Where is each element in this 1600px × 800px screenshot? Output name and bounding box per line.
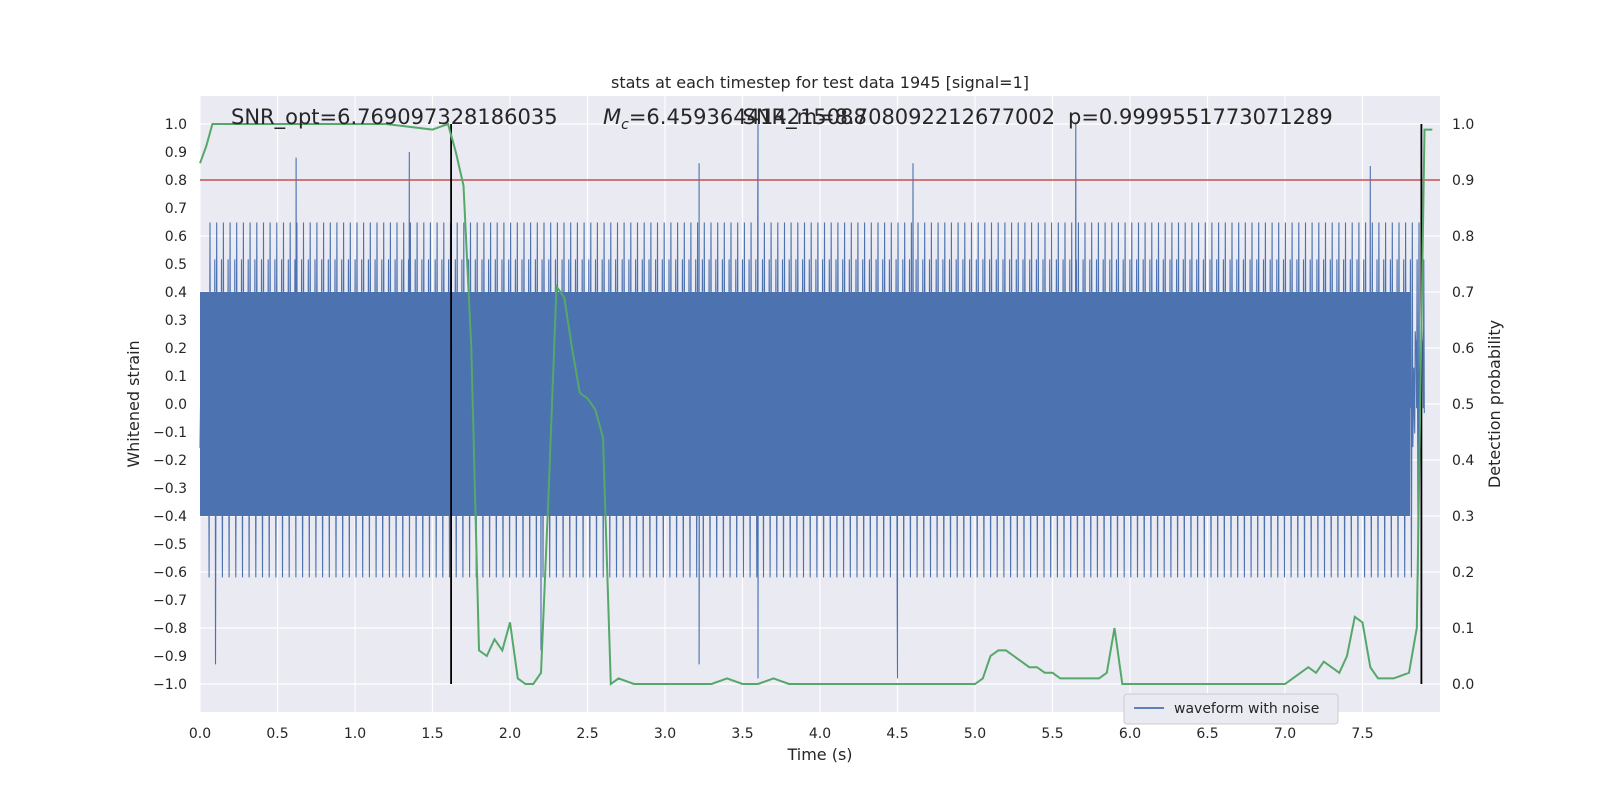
y-axis-left-ticks: 1.0 0.9 0.8 0.7 0.6 0.5 0.4 0.3 0.2 0.1 0.0 −0.1 −0.… <box>153 117 187 693</box>
x-tick-label: 3.0 <box>654 726 676 742</box>
x-tick-label: 1.5 <box>421 726 443 742</box>
y-tick-label-right: 1.0 <box>1452 117 1474 133</box>
chart-title: stats at each timestep for test data 194… <box>611 73 1029 92</box>
y-tick-label-left: 0.5 <box>165 257 187 273</box>
y-axis-right-ticks: 1.0 0.9 0.8 0.7 0.6 0.5 0.4 0.3 0.2 0.1 0.0 <box>1452 117 1474 693</box>
y-tick-label-left: −0.3 <box>153 481 187 497</box>
annotation-text: SNR_opt=6.769097328186035 <box>231 105 558 130</box>
annotation-text: SNR_m=8.708092212677002 <box>743 105 1056 130</box>
y-tick-label-left: 0.1 <box>165 369 187 385</box>
y-tick-label-left: −0.4 <box>153 509 187 525</box>
y-tick-label-right: 0.6 <box>1452 341 1474 357</box>
y-tick-label-left: 0.6 <box>165 229 187 245</box>
x-axis-label: Time (s) <box>786 745 852 764</box>
y-tick-label-left: 1.0 <box>165 117 187 133</box>
x-tick-label: 6.0 <box>1119 726 1141 742</box>
x-tick-label: 2.5 <box>576 726 598 742</box>
y-tick-label-left: −0.2 <box>153 453 187 469</box>
y-tick-label-left: −0.6 <box>153 565 187 581</box>
y-tick-label-right: 0.0 <box>1452 677 1474 693</box>
annotation-text: p=0.9999551773071289 <box>1068 105 1333 129</box>
y-tick-label-left: 0.2 <box>165 341 187 357</box>
y-tick-label-right: 0.1 <box>1452 621 1474 637</box>
y-tick-label-left: −0.7 <box>153 593 187 609</box>
waveform-line <box>199 123 1425 679</box>
y-tick-label-right: 0.2 <box>1452 565 1474 581</box>
reference-lines <box>200 124 1440 684</box>
y-tick-label-left: 0.0 <box>165 397 187 413</box>
y-tick-label-left: −0.5 <box>153 537 187 553</box>
probability-line <box>199 122 1433 686</box>
x-tick-label: 2.0 <box>499 726 521 742</box>
x-tick-label: 0.5 <box>266 726 288 742</box>
y-tick-label-left: −0.9 <box>153 649 187 665</box>
legend: waveform with noise <box>1123 693 1339 725</box>
y-tick-label-left: 0.7 <box>165 201 187 217</box>
x-tick-label: 5.5 <box>1041 726 1063 742</box>
y-tick-label-right: 0.8 <box>1452 229 1474 245</box>
y-tick-label-left: 0.9 <box>165 145 187 161</box>
y-tick-label-right: 0.3 <box>1452 509 1474 525</box>
probability-series <box>199 122 1433 686</box>
x-tick-label: 6.5 <box>1196 726 1218 742</box>
annotations: SNR_opt=6.769097328186035 Mc=6.4593644142… <box>231 105 1333 133</box>
y-tick-label-right: 0.5 <box>1452 397 1474 413</box>
x-tick-label: 4.5 <box>886 726 908 742</box>
x-tick-label: 4.0 <box>809 726 831 742</box>
x-tick-label: 7.0 <box>1274 726 1296 742</box>
y-tick-label-left: 0.8 <box>165 173 187 189</box>
y-tick-label-left: 0.3 <box>165 313 187 329</box>
annotation-text: Mc=6.459364414215088 <box>603 105 867 133</box>
y-tick-label-right: 0.9 <box>1452 173 1474 189</box>
y-tick-label-right: 0.4 <box>1452 453 1474 469</box>
y-tick-label-right: 0.7 <box>1452 285 1474 301</box>
y-tick-label-left: 0.4 <box>165 285 187 301</box>
x-tick-label: 5.0 <box>964 726 986 742</box>
legend-label: waveform with noise <box>1174 701 1319 717</box>
y-tick-label-left: −0.1 <box>153 425 187 441</box>
y-axis-right-label: Detection probability <box>1485 320 1504 488</box>
y-axis-left-label: Whitened strain <box>124 340 143 467</box>
x-tick-label: 1.0 <box>344 726 366 742</box>
x-tick-label: 7.5 <box>1351 726 1373 742</box>
y-tick-label-left: −0.8 <box>153 621 187 637</box>
x-tick-label: 0.0 <box>189 726 211 742</box>
x-tick-label: 3.5 <box>731 726 753 742</box>
y-tick-label-left: −1.0 <box>153 677 187 693</box>
waveform-series <box>199 123 1425 679</box>
legend-box <box>1123 693 1339 725</box>
x-axis-ticks: 0.0 0.5 1.0 1.5 2.0 2.5 3.0 3.5 4.0 4.5 5.0 5.5 6.0 6… <box>189 726 1374 742</box>
